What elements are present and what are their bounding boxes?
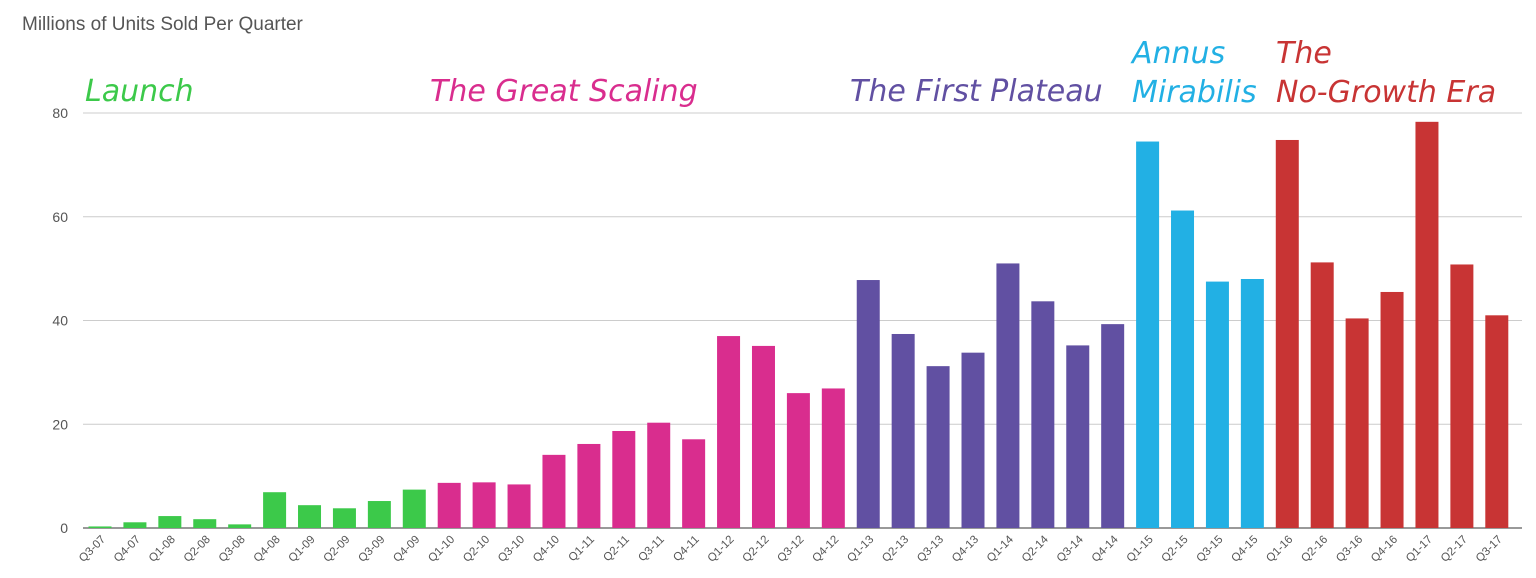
chart-title: Millions of Units Sold Per Quarter xyxy=(22,14,304,35)
bar-q3-17 xyxy=(1485,315,1509,528)
bar-q4-13 xyxy=(961,352,985,528)
x-tick-label: Q1-15 xyxy=(1125,534,1156,565)
x-tick-label: Q4-09 xyxy=(391,534,422,565)
x-tick-label: Q4-15 xyxy=(1229,534,1260,565)
bar-q2-16 xyxy=(1310,262,1334,528)
bar-q3-12 xyxy=(786,393,810,528)
bar-q3-08 xyxy=(228,524,252,528)
bar-q3-09 xyxy=(367,501,391,528)
era-label-the-great-scaling: The Great Scaling xyxy=(430,74,698,109)
bar-q3-11 xyxy=(647,422,671,528)
bar-q1-14 xyxy=(996,263,1020,528)
era-label-the-no-growth-era: The No-Growth Era xyxy=(1276,36,1496,110)
x-tick-label: Q3-10 xyxy=(496,534,527,565)
bar-q2-17 xyxy=(1450,264,1474,528)
x-tick-label: Q1-11 xyxy=(567,534,597,564)
bar-q2-09 xyxy=(332,508,356,528)
x-tick-label: Q3-17 xyxy=(1474,534,1505,565)
bar-q4-14 xyxy=(1101,324,1125,528)
x-tick-label: Q4-10 xyxy=(531,534,562,565)
x-tick-label: Q1-08 xyxy=(147,534,178,565)
bar-q2-11 xyxy=(612,430,636,528)
bar-q1-16 xyxy=(1275,139,1299,528)
x-tick-label: Q4-13 xyxy=(950,534,981,565)
x-tick-label: Q2-10 xyxy=(461,534,492,565)
y-tick-label: 0 xyxy=(60,520,68,536)
bar-layer xyxy=(88,121,1509,528)
x-tick-label: Q3-15 xyxy=(1194,534,1225,565)
x-tick-label: Q4-14 xyxy=(1090,533,1122,565)
x-tick-label: Q1-14 xyxy=(985,533,1017,565)
x-tick-label: Q2-16 xyxy=(1299,534,1330,565)
bar-q2-10 xyxy=(472,482,496,528)
x-tick-label: Q3-16 xyxy=(1334,534,1365,565)
bar-q3-15 xyxy=(1205,281,1229,528)
bar-q1-11 xyxy=(577,443,601,528)
x-tick-label: Q3-08 xyxy=(217,534,248,565)
x-tick-label: Q3-14 xyxy=(1055,533,1087,565)
y-tick-label: 40 xyxy=(52,313,68,329)
bar-q1-17 xyxy=(1415,121,1439,528)
x-tick-label: Q1-12 xyxy=(706,534,737,565)
era-label-annus-mirabilis: Annus Mirabilis xyxy=(1130,36,1257,110)
bar-q3-14 xyxy=(1066,345,1090,528)
bar-q4-11 xyxy=(682,439,706,528)
bar-q2-08 xyxy=(193,519,217,528)
era-label-launch: Launch xyxy=(85,74,194,109)
x-tick-label: Q4-11 xyxy=(671,534,701,564)
x-tick-label: Q1-13 xyxy=(845,534,876,565)
bar-q3-10 xyxy=(507,484,531,528)
y-tick-label: 20 xyxy=(52,416,68,432)
bar-q3-16 xyxy=(1345,318,1369,528)
x-tick-label: Q4-07 xyxy=(112,534,143,565)
x-tick-label: Q2-15 xyxy=(1160,534,1191,565)
y-tick-label: 60 xyxy=(52,209,68,225)
bar-q2-12 xyxy=(751,345,775,528)
bar-q3-07 xyxy=(88,526,112,528)
bar-q1-10 xyxy=(437,482,461,528)
bar-q4-09 xyxy=(402,489,426,528)
x-tick-label: Q3-07 xyxy=(77,534,108,565)
x-tick-label: Q4-08 xyxy=(252,534,283,565)
bar-q1-15 xyxy=(1136,141,1160,528)
x-tick-label: Q2-12 xyxy=(741,534,772,565)
x-tick-label: Q1-09 xyxy=(287,534,318,565)
bar-q4-15 xyxy=(1240,279,1264,528)
x-tick-label: Q3-13 xyxy=(915,534,946,565)
bar-q4-08 xyxy=(263,492,287,528)
y-tick-label: 80 xyxy=(52,105,68,121)
era-label-the-first-plateau: The First Plateau xyxy=(850,74,1103,109)
x-tick-label: Q3-11 xyxy=(636,534,666,564)
x-tick-label: Q2-13 xyxy=(880,534,911,565)
x-tick-label: Q2-17 xyxy=(1439,534,1470,565)
x-tick-label: Q4-12 xyxy=(810,534,841,565)
x-axis-ticks: Q3-07 Q4-07 Q1-08 Q2-08 Q3-08 Q4-08 Q1-09 Q2-09… xyxy=(77,533,1505,565)
bar-q4-07 xyxy=(123,522,147,528)
x-tick-label: Q2-11 xyxy=(601,534,631,564)
bar-q2-13 xyxy=(891,333,915,528)
x-tick-label: Q1-16 xyxy=(1264,534,1295,565)
era-labels: Launch The Great Scaling The First Plateau… xyxy=(85,36,1496,110)
bar-q4-10 xyxy=(542,454,566,528)
bar-q1-13 xyxy=(856,280,880,528)
x-tick-label: Q3-12 xyxy=(775,534,806,565)
bar-q1-08 xyxy=(158,516,182,528)
x-tick-label: Q1-10 xyxy=(426,534,457,565)
x-tick-label: Q2-14 xyxy=(1020,533,1052,565)
x-tick-label: Q4-16 xyxy=(1369,534,1400,565)
bar-q2-15 xyxy=(1171,210,1195,528)
bar-q3-13 xyxy=(926,366,950,528)
bar-q4-12 xyxy=(821,388,845,528)
bar-q1-09 xyxy=(298,505,322,528)
x-tick-label: Q3-09 xyxy=(356,534,387,565)
x-tick-label: Q1-17 xyxy=(1404,534,1435,565)
x-tick-label: Q2-08 xyxy=(182,534,213,565)
x-tick-label: Q2-09 xyxy=(321,534,352,565)
bar-q1-12 xyxy=(717,336,741,528)
bar-q4-16 xyxy=(1380,291,1404,528)
bar-q2-14 xyxy=(1031,301,1055,528)
